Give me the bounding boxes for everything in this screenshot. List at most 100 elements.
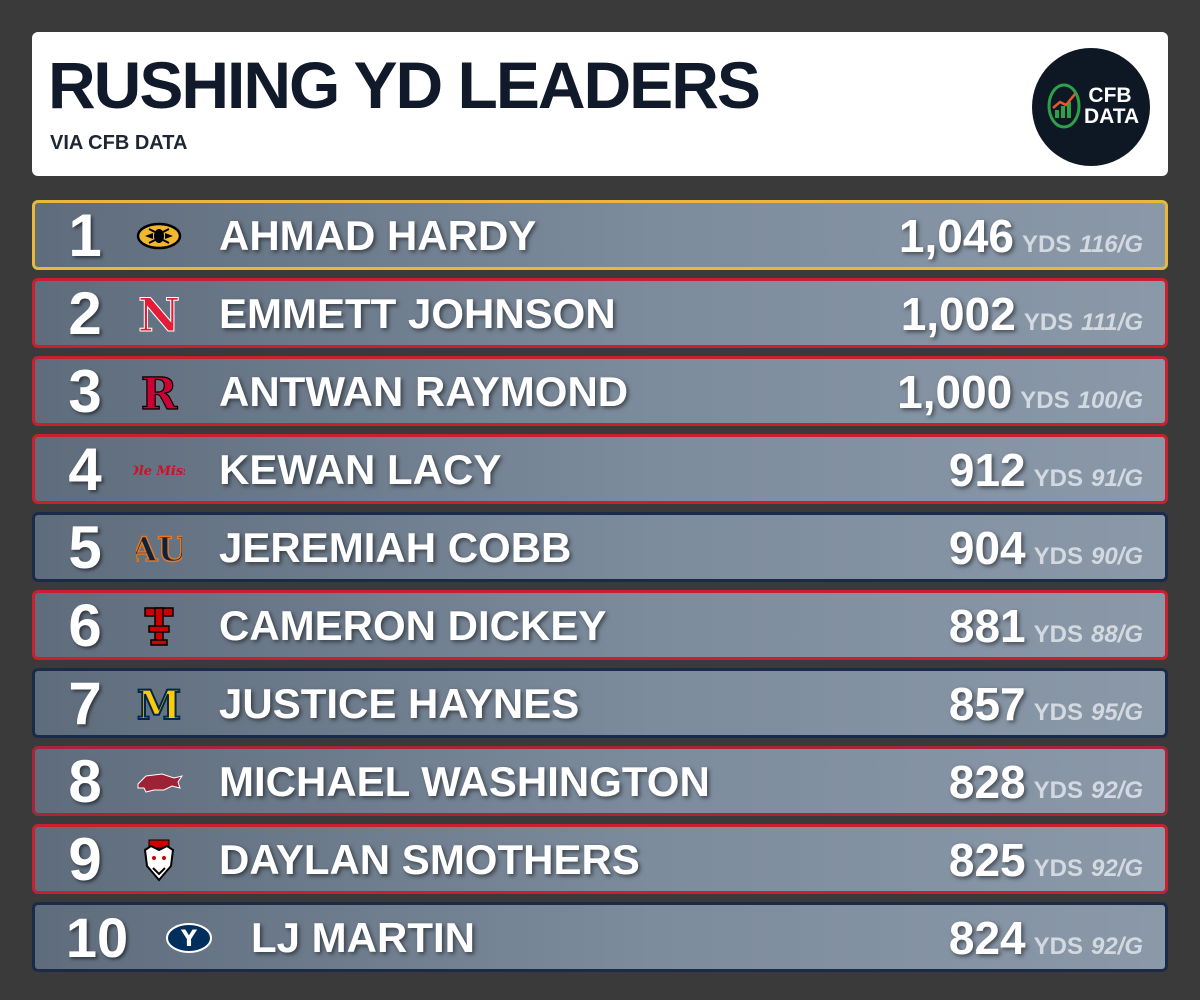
svg-text:R: R [141, 369, 178, 415]
rushing-yards: 857 [948, 678, 1026, 730]
leader-row-5: 5 AU JEREMIAH COBB 904 YDS 90/G [32, 512, 1168, 582]
yards-per-game: 116/G [1079, 231, 1143, 258]
ole-miss-script-icon: Ole Miss [133, 464, 185, 479]
michigan-m-icon: M [133, 681, 185, 727]
auburn-au-icon: AU [133, 525, 185, 571]
football-chart-icon [1047, 83, 1081, 129]
page-title: RUSHING YD LEADERS [48, 48, 761, 122]
stat-group: 824 YDS 92/G [949, 905, 1143, 969]
rushing-yards: 828 [948, 756, 1026, 808]
player-name: CAMERON DICKEY [219, 602, 607, 649]
stat-group: 828 YDS 92/G [949, 749, 1143, 813]
leader-row-9: 9 DAYLAN SMOTHERS 825 YDS 92/G [32, 824, 1168, 894]
missouri-tiger-icon [133, 213, 185, 259]
yards-unit: YDS [1033, 777, 1083, 804]
yards-per-game: 91/G [1090, 465, 1143, 492]
rank-number: 3 [68, 358, 102, 425]
header-card: RUSHING YD LEADERS VIA CFB DATA CFB DATA [32, 32, 1168, 176]
player-name: MICHAEL WASHINGTON [219, 758, 710, 805]
rank-number: 4 [68, 436, 102, 503]
stat-group: 881 YDS 88/G [949, 593, 1143, 657]
rank-number: 6 [68, 592, 102, 659]
cfb-data-logo: CFB DATA [1032, 48, 1150, 166]
yards-unit: YDS [1033, 465, 1083, 492]
page-subtitle: VIA CFB DATA [50, 132, 188, 154]
arkansas-razorback-icon [137, 773, 184, 793]
texas-tech-tt-icon [144, 607, 174, 646]
yards-per-game: 95/G [1090, 699, 1143, 726]
player-name: LJ MARTIN [251, 914, 475, 961]
nebraska-n-icon: N [133, 291, 185, 337]
leader-row-6: 6 CAMERON DICKEY 881 YDS 88/G [32, 590, 1168, 660]
rushing-yards: 825 [948, 834, 1026, 886]
nebraska-n-icon: N [137, 291, 180, 337]
auburn-au-icon: AU [136, 529, 182, 568]
nc-state-wolf-icon [133, 837, 185, 883]
player-name: KEWAN LACY [219, 446, 502, 493]
yards-per-game: 100/G [1077, 387, 1143, 414]
stat-group: 904 YDS 90/G [949, 515, 1143, 579]
ole-miss-script-icon: Ole Miss [133, 447, 185, 493]
svg-text:M: M [137, 684, 181, 724]
yards-unit: YDS [1022, 231, 1072, 258]
logo-text-data: DATA [1084, 105, 1140, 128]
leader-row-1: 1 AHMAD HARDY 1,046 YDS 116/G [32, 200, 1168, 270]
player-name: DAYLAN SMOTHERS [219, 836, 640, 883]
michigan-m-icon: M [136, 684, 182, 724]
rushing-yards: 824 [948, 912, 1026, 964]
nc-state-wolf-icon [143, 839, 175, 882]
stat-group: 1,002 YDS 111/G [901, 281, 1143, 345]
rank-number: 10 [65, 906, 129, 969]
logo-text-cfb: CFB [1088, 84, 1132, 107]
leader-row-8: 8 MICHAEL WASHINGTON 828 YDS 92/G [32, 746, 1168, 816]
texas-tech-tt-icon [133, 603, 185, 649]
rank-number: 9 [68, 826, 102, 893]
leader-row-2: 2 N EMMETT JOHNSON 1,002 YDS 111/G [32, 278, 1168, 348]
byu-y-icon: Y [166, 923, 212, 953]
yards-unit: YDS [1033, 699, 1083, 726]
missouri-tiger-icon [136, 222, 182, 250]
player-name: JEREMIAH COBB [219, 524, 572, 571]
rushing-yards: 1,000 [897, 366, 1013, 418]
yards-unit: YDS [1033, 855, 1083, 882]
svg-text:Ole Miss: Ole Miss [133, 464, 185, 479]
stat-group: 825 YDS 92/G [949, 827, 1143, 891]
stat-group: 1,000 YDS 100/G [897, 359, 1143, 423]
player-name: JUSTICE HAYNES [219, 680, 580, 727]
yards-per-game: 92/G [1090, 933, 1143, 960]
svg-text:AU: AU [136, 530, 182, 568]
rushing-yards: 904 [948, 522, 1026, 574]
yards-unit: YDS [1020, 387, 1070, 414]
yards-per-game: 111/G [1081, 309, 1143, 336]
yards-unit: YDS [1023, 309, 1074, 336]
svg-text:N: N [138, 291, 180, 337]
rank-number: 1 [68, 202, 102, 269]
stat-group: 912 YDS 91/G [949, 437, 1143, 501]
leader-row-3: 3 R ANTWAN RAYMOND 1,000 YDS 100/G [32, 356, 1168, 426]
leader-row-7: 7 M JUSTICE HAYNES 857 YDS 95/G [32, 668, 1168, 738]
player-name: EMMETT JOHNSON [219, 290, 616, 337]
stat-group: 857 YDS 95/G [949, 671, 1143, 735]
yards-per-game: 92/G [1090, 777, 1143, 804]
rushing-yards: 881 [948, 600, 1026, 652]
player-name: ANTWAN RAYMOND [219, 368, 629, 415]
rushing-yards: 1,046 [898, 210, 1015, 262]
rank-number: 8 [68, 748, 102, 815]
yards-per-game: 90/G [1090, 543, 1143, 570]
yards-unit: YDS [1033, 933, 1083, 960]
yards-unit: YDS [1033, 543, 1083, 570]
rushing-yards: 1,002 [900, 288, 1016, 340]
yards-per-game: 88/G [1090, 621, 1143, 648]
rutgers-r-icon: R [133, 369, 185, 415]
stat-group: 1,046 YDS 116/G [899, 203, 1143, 267]
rank-number: 5 [68, 514, 102, 581]
player-name: AHMAD HARDY [219, 212, 537, 259]
byu-y-icon: Y [163, 915, 215, 961]
leaders-list: 1 AHMAD HARDY 1,046 YDS 116/G 2 N EMMETT… [32, 200, 1168, 980]
rutgers-r-icon: R [140, 369, 178, 415]
svg-text:Y: Y [180, 927, 198, 952]
leader-row-10: 10 Y LJ MARTIN 824 YDS 92/G [32, 902, 1168, 972]
rank-number: 7 [68, 670, 102, 737]
leader-row-4: 4 Ole Miss KEWAN LACY 912 YDS 91/G [32, 434, 1168, 504]
rushing-yards: 912 [948, 444, 1026, 496]
